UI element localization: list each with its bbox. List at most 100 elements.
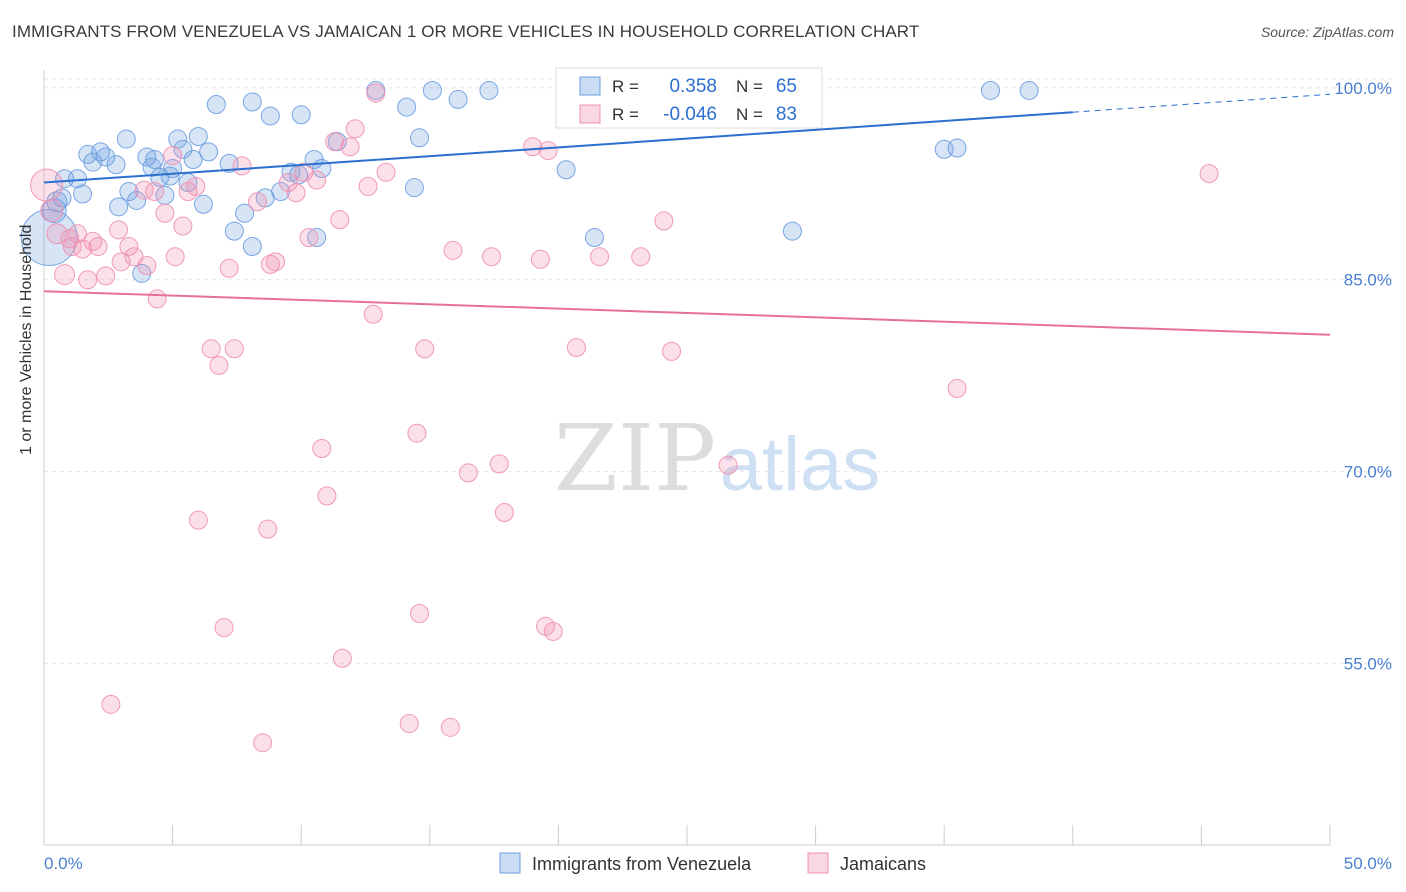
data-point [422,80,442,100]
bottom-legend-swatch [499,852,521,874]
bottom-legend-label: Jamaicans [840,854,926,874]
data-point [242,92,262,112]
legend-r-label: R = [612,77,639,96]
data-point [325,132,345,152]
data-point [30,168,64,202]
watermark-atlas: atlas [720,422,881,507]
data-point [206,95,226,115]
data-point [718,455,738,475]
data-point [173,216,193,236]
data-point [494,502,514,522]
data-point [83,152,103,172]
data-point [163,146,183,166]
data-point [358,176,378,196]
data-point [556,160,576,180]
data-point [235,203,255,223]
data-point [219,258,239,278]
data-point [530,249,550,269]
data-point [147,289,167,309]
data-point [73,239,93,259]
trend-line-extension [1072,93,1331,113]
data-point [363,304,383,324]
watermark-zip: ZIP [554,405,716,512]
data-point [404,178,424,198]
data-point [299,228,319,248]
data-point [980,80,1000,100]
data-point [145,181,165,201]
data-point [199,142,219,162]
legend-swatch [579,76,601,96]
data-point [91,142,111,162]
x-tick-label: 50.0% [1344,854,1392,873]
y-tick-label: 55.0% [1344,654,1392,673]
data-point [278,173,298,193]
data-point [397,97,417,117]
data-point [260,254,280,274]
data-point [286,183,306,203]
data-point [407,423,427,443]
data-point [458,463,478,483]
legend-r-value: 0.358 [669,76,717,97]
y-tick-label: 85.0% [1344,271,1392,290]
data-point [448,89,468,109]
data-point [73,184,93,204]
data-point [193,194,213,214]
data-point [111,252,131,272]
data-point [46,223,68,245]
trend-line [43,290,1331,336]
bottom-legend-swatch [807,852,829,874]
data-point [186,176,206,196]
data-point [142,157,162,177]
data-point [247,192,267,212]
data-point [106,155,126,175]
data-point [188,510,208,530]
x-tick-label: 0.0% [44,854,83,873]
data-point [260,106,280,126]
data-point [291,105,311,125]
data-point [78,270,98,290]
data-point [543,621,563,641]
data-point [96,266,116,286]
bottom-legend-label: Immigrants from Venezuela [532,854,752,874]
data-point [134,180,154,200]
data-point [332,648,352,668]
legend-swatch [579,104,601,124]
legend-n-label: N = [736,77,763,96]
data-point [242,236,262,256]
data-point [410,604,430,624]
data-point [631,247,651,267]
data-point [101,694,121,714]
data-point [253,733,273,753]
data-point [160,166,180,186]
data-point [330,210,350,230]
data-point [654,211,674,231]
data-point [782,221,802,241]
data-point [137,256,157,276]
y-tick-label: 70.0% [1344,463,1392,482]
data-point [201,339,221,359]
data-point [96,147,116,167]
data-point [183,150,203,170]
data-point [443,240,463,260]
data-point [54,264,76,286]
data-point [479,80,499,100]
data-point [127,190,147,210]
trend-line [43,111,1073,184]
source-label: Source: ZipAtlas.com [1260,24,1394,40]
data-point [947,138,967,158]
data-point [155,203,175,223]
data-point [307,170,327,190]
legend-n-label: N = [736,105,763,124]
y-tick-label: 100.0% [1334,79,1392,98]
legend-n-value: 83 [776,104,797,125]
data-point [188,127,208,147]
data-point [40,199,64,223]
data-point [340,137,360,157]
data-point [232,156,252,176]
data-point [88,236,108,256]
data-point [224,221,244,241]
data-point [1019,80,1039,100]
data-point [538,141,558,161]
data-point [307,228,327,248]
data-point [209,355,229,375]
